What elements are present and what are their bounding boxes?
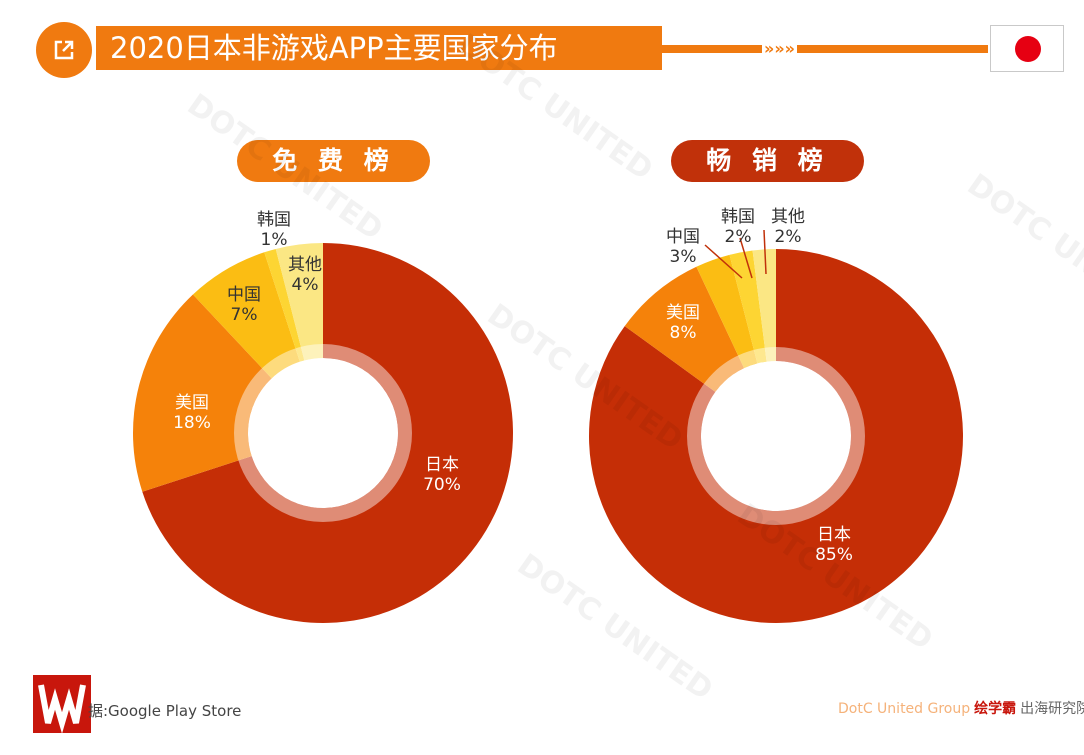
slice-label: 中国 [666, 227, 700, 247]
donut-inner-ring [234, 344, 412, 522]
slice-label: 韩国 [721, 207, 755, 227]
slice-label: 美国 [175, 393, 209, 413]
slice-中国 [192, 252, 300, 379]
slice-label: 中国 [227, 285, 261, 305]
slice-韩国 [729, 250, 767, 364]
slice-value: 4% [292, 275, 319, 295]
slice-value: 70% [423, 475, 461, 495]
slice-value: 2% [775, 227, 802, 247]
footer-credit: DotC United Group 绘学霸 出海研究院 [838, 698, 1084, 718]
slice-value: 8% [670, 323, 697, 343]
data-source: 据:Google Play Store [88, 702, 242, 720]
title-bar: 2020日本非游戏APP主要国家分布 [96, 26, 662, 70]
chevron-right-icon: »»» [762, 38, 798, 60]
slice-其他 [752, 249, 776, 362]
share-button[interactable] [36, 22, 92, 78]
slice-韩国 [264, 248, 305, 362]
slice-value: 3% [670, 247, 697, 267]
slice-日本 [589, 249, 963, 623]
flag-sun [1015, 36, 1041, 62]
leader-line [704, 244, 743, 279]
paid-chart-label: 畅 销 榜 [671, 140, 864, 182]
leader-line [739, 237, 753, 279]
slice-label: 美国 [666, 303, 700, 323]
logo-icon [33, 675, 91, 734]
page-title: 2020日本非游戏APP主要国家分布 [110, 31, 558, 65]
brand-name: 绘学霸 [974, 701, 1017, 717]
slice-美国 [624, 266, 745, 392]
slice-value: 7% [231, 305, 258, 325]
slice-label: 其他 [288, 255, 322, 275]
slice-label: 韩国 [257, 210, 291, 230]
external-link-icon [54, 40, 74, 60]
header-bar: 2020日本非游戏APP主要国家分布 »»» [0, 0, 1084, 90]
slice-日本 [142, 243, 513, 623]
institute-name: 出海研究院 [1020, 701, 1084, 717]
slice-中国 [696, 254, 758, 369]
dotc-name: DotC United Group [838, 701, 971, 717]
header-divider [662, 45, 988, 53]
japan-flag-icon [990, 25, 1064, 72]
slice-其他 [275, 243, 323, 361]
slice-美国 [133, 294, 272, 492]
slice-label: 日本 [425, 455, 459, 475]
slice-label: 其他 [771, 207, 805, 227]
free-chart-label: 免 费 榜 [237, 140, 430, 182]
slice-label: 日本 [817, 525, 851, 545]
slice-value: 18% [173, 413, 211, 433]
slice-value: 1% [261, 230, 288, 250]
leader-line [763, 229, 767, 275]
slice-value: 2% [725, 227, 752, 247]
slice-value: 85% [815, 545, 853, 565]
donut-inner-ring [687, 347, 865, 525]
